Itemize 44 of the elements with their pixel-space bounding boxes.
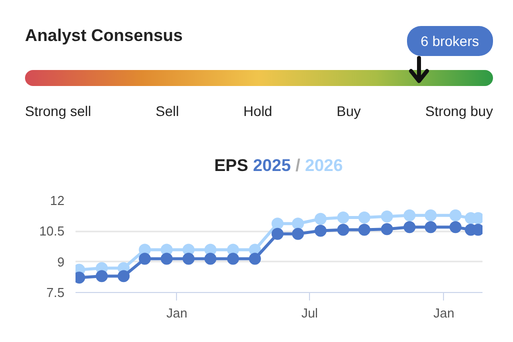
point: [450, 209, 462, 222]
point: [380, 223, 393, 236]
point: [160, 252, 173, 265]
point: [337, 211, 350, 224]
point: [424, 221, 437, 234]
point: [292, 228, 304, 240]
point: [450, 221, 462, 234]
point: [404, 209, 416, 222]
point: [96, 270, 108, 282]
point: [272, 228, 284, 240]
point: [292, 218, 304, 230]
point: [314, 212, 327, 225]
y-tick-label: 12: [50, 193, 65, 208]
category-label: Buy: [336, 102, 361, 121]
point: [138, 252, 151, 265]
text: 2025: [252, 156, 291, 175]
text: Analyst Consensus: [25, 25, 183, 47]
point: [337, 224, 350, 236]
text: /: [296, 156, 300, 175]
y-tick-label: 7.5: [46, 285, 65, 300]
point: [380, 210, 393, 222]
category-label: Strong sell: [25, 102, 92, 121]
point: [248, 252, 261, 265]
point: [358, 211, 370, 224]
text: 2026: [304, 156, 343, 175]
point: [118, 270, 130, 282]
text: 6 brokers: [406, 26, 493, 56]
point: [227, 252, 240, 265]
y-tick-label: 9: [57, 254, 65, 270]
y-tick-label: 10.5: [39, 224, 65, 239]
x-tick-label: Jan: [166, 306, 188, 320]
point: [314, 224, 327, 237]
category-label: Hold: [243, 102, 272, 121]
chart-title: EPS: [214, 156, 248, 175]
category-label: Sell: [156, 102, 179, 121]
point: [204, 252, 216, 265]
x-tick-label: Jul: [301, 306, 318, 320]
x-tick-label: Jan: [433, 306, 454, 320]
point: [424, 209, 437, 222]
category-label: Strong buy: [425, 102, 493, 121]
point: [404, 221, 416, 234]
point: [358, 224, 370, 236]
point: [182, 252, 195, 265]
point: [272, 218, 284, 230]
